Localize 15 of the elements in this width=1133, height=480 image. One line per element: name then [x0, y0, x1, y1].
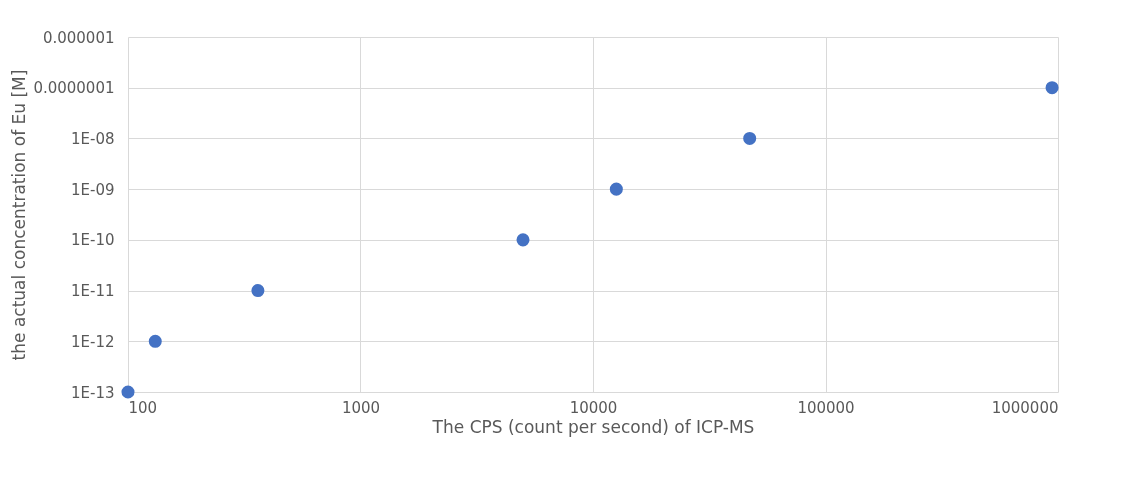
y-tick-label: 1E-10 [70, 231, 115, 250]
y-tick-label: 1E-08 [70, 129, 115, 148]
y-tick-label: 0.000001 [42, 28, 115, 47]
y-tick-label: 1E-11 [70, 282, 115, 301]
x-tick-label: 100 [128, 398, 158, 417]
y-tick-label: 0.0000001 [33, 79, 115, 98]
x-tick-label: 100000 [797, 398, 855, 417]
y-tick-label: 1E-09 [70, 180, 115, 199]
x-axis-title: The CPS (count per second) of ICP-MS [431, 416, 755, 437]
x-tick-label: 1000000 [991, 398, 1059, 417]
y-tick-label: 1E-12 [70, 332, 115, 351]
x-tick-label: 1000 [341, 398, 381, 417]
x-tick-label: 10000 [569, 398, 618, 417]
y-tick-label: 1E-13 [70, 383, 115, 402]
y-axis-title: the actual concentration of Eu [M] [9, 69, 30, 361]
